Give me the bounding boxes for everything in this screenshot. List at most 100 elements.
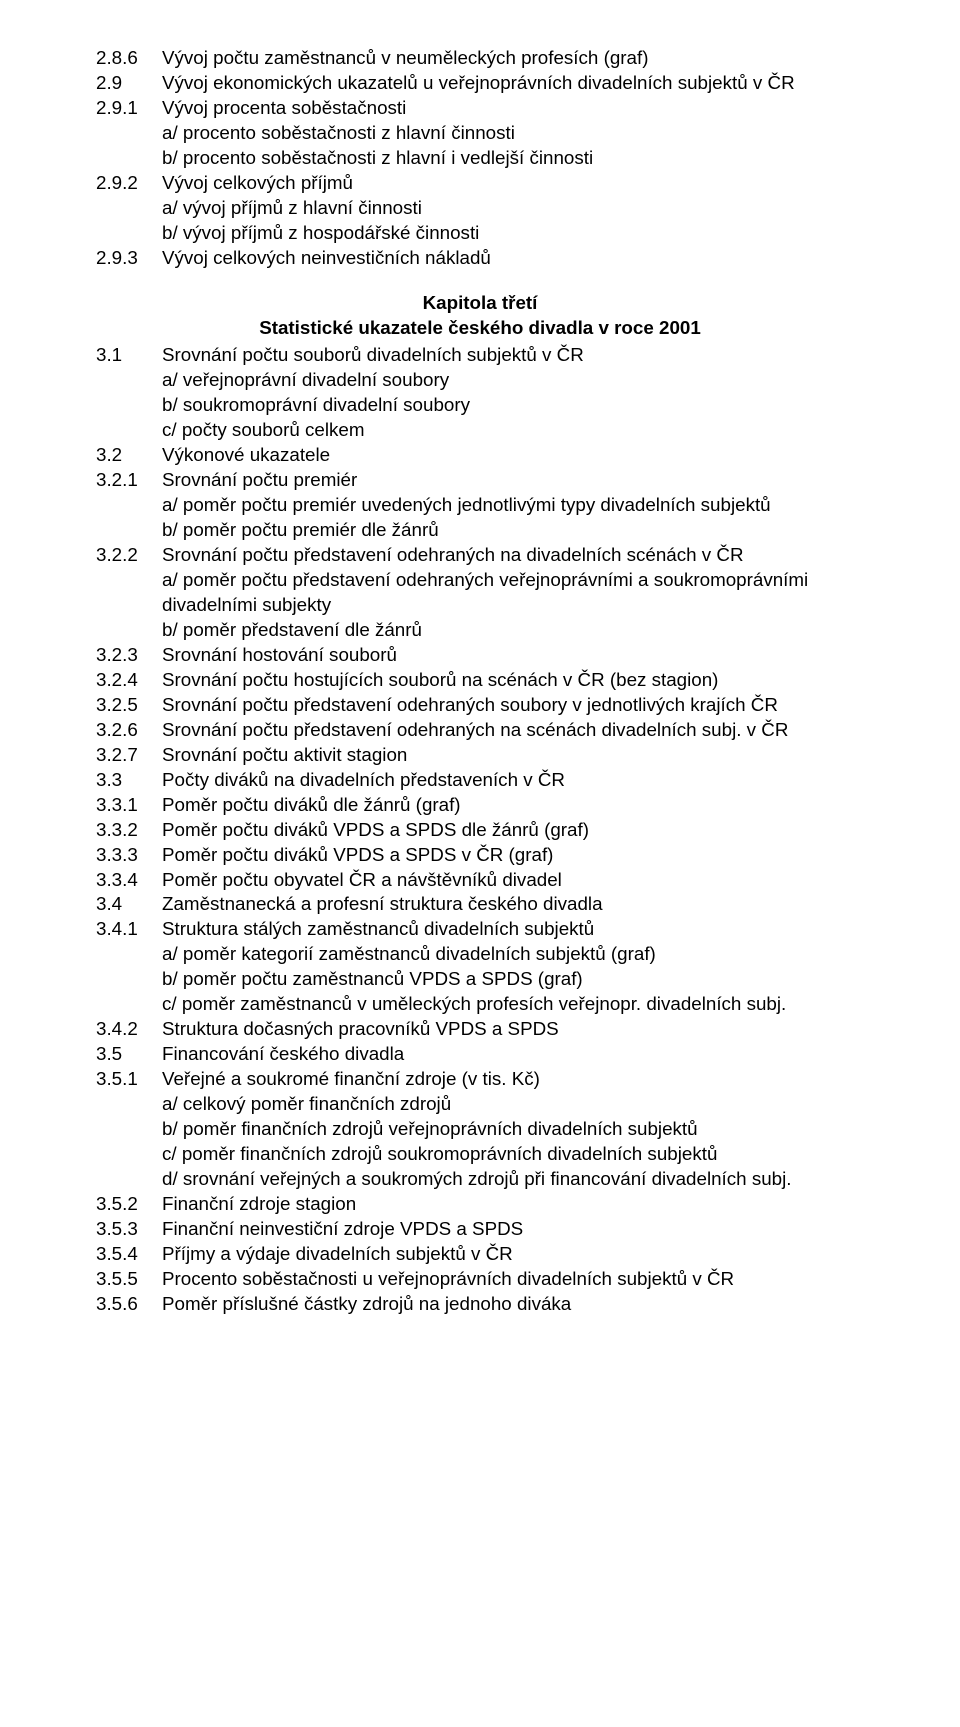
toc-subentry: b/ poměr finančních zdrojů veřejnoprávní… xyxy=(96,1117,864,1142)
toc-entry-text: Poměr počtu diváků VPDS a SPDS v ČR (gra… xyxy=(162,843,864,868)
toc-entry-number: 2.9.1 xyxy=(96,96,162,121)
toc-entry-text: Vývoj počtu zaměstnanců v neuměleckých p… xyxy=(162,46,864,71)
toc-subentry: a/ veřejnoprávní divadelní soubory xyxy=(96,368,864,393)
toc-entry-number: 3.3.1 xyxy=(96,793,162,818)
toc-entry-number: 3.4 xyxy=(96,892,162,917)
toc-entry-number: 3.3.4 xyxy=(96,868,162,893)
toc-entry: 3.5.6Poměr příslušné částky zdrojů na je… xyxy=(96,1292,864,1317)
toc-entry: 3.2.4Srovnání počtu hostujících souborů … xyxy=(96,668,864,693)
toc-entry: 3.5.3Finanční neinvestiční zdroje VPDS a… xyxy=(96,1217,864,1242)
toc-entry-text: Příjmy a výdaje divadelních subjektů v Č… xyxy=(162,1242,864,1267)
toc-entry-number: 3.5 xyxy=(96,1042,162,1067)
toc-entry: 2.9Vývoj ekonomických ukazatelů u veřejn… xyxy=(96,71,864,96)
toc-entry-text: Srovnání počtu představení odehraných na… xyxy=(162,543,864,568)
toc-entry-text: Poměr počtu diváků dle žánrů (graf) xyxy=(162,793,864,818)
toc-entry-number: 3.3.2 xyxy=(96,818,162,843)
toc-entry: 3.4Zaměstnanecká a profesní struktura če… xyxy=(96,892,864,917)
toc-subentry: a/ poměr kategorií zaměstnanců divadelní… xyxy=(96,942,864,967)
toc-entry-number: 3.2.4 xyxy=(96,668,162,693)
toc-subentry: b/ poměr počtu zaměstnanců VPDS a SPDS (… xyxy=(96,967,864,992)
toc-top-section: 2.8.6Vývoj počtu zaměstnanců v neuměleck… xyxy=(96,46,864,271)
toc-entry: 3.4.1Struktura stálých zaměstnanců divad… xyxy=(96,917,864,942)
toc-entry-number: 3.5.3 xyxy=(96,1217,162,1242)
toc-entry-text: Vývoj ekonomických ukazatelů u veřejnopr… xyxy=(162,71,864,96)
toc-entry-number: 3.5.5 xyxy=(96,1267,162,1292)
toc-entry-text: Srovnání počtu souborů divadelních subje… xyxy=(162,343,864,368)
toc-entry: 3.2.3Srovnání hostování souborů xyxy=(96,643,864,668)
toc-subentry: b/ poměr představení dle žánrů xyxy=(96,618,864,643)
toc-subentry: b/ soukromoprávní divadelní soubory xyxy=(96,393,864,418)
toc-entry-number: 3.2.7 xyxy=(96,743,162,768)
toc-entry-text: Struktura dočasných pracovníků VPDS a SP… xyxy=(162,1017,864,1042)
toc-subentry: c/ počty souborů celkem xyxy=(96,418,864,443)
toc-entry-number: 3.2.5 xyxy=(96,693,162,718)
toc-entry: 2.8.6Vývoj počtu zaměstnanců v neuměleck… xyxy=(96,46,864,71)
toc-entry: 3.5Financování českého divadla xyxy=(96,1042,864,1067)
toc-entry: 3.1Srovnání počtu souborů divadelních su… xyxy=(96,343,864,368)
toc-entry: 3.3.4Poměr počtu obyvatel ČR a návštěvní… xyxy=(96,868,864,893)
toc-subentry: d/ srovnání veřejných a soukromých zdroj… xyxy=(96,1167,864,1192)
toc-bottom-section: 3.1Srovnání počtu souborů divadelních su… xyxy=(96,343,864,1317)
toc-entry: 3.2.6Srovnání počtu představení odehraný… xyxy=(96,718,864,743)
toc-entry: 3.5.2Finanční zdroje stagion xyxy=(96,1192,864,1217)
toc-entry-text: Financování českého divadla xyxy=(162,1042,864,1067)
toc-entry: 3.5.5Procento soběstačnosti u veřejnoprá… xyxy=(96,1267,864,1292)
toc-entry-number: 2.9 xyxy=(96,71,162,96)
toc-entry: 3.4.2Struktura dočasných pracovníků VPDS… xyxy=(96,1017,864,1042)
toc-entry-text: Srovnání počtu představení odehraných so… xyxy=(162,693,864,718)
toc-entry-text: Procento soběstačnosti u veřejnoprávních… xyxy=(162,1267,864,1292)
page: 2.8.6Vývoj počtu zaměstnanců v neuměleck… xyxy=(0,0,960,1727)
toc-entry-number: 3.4.2 xyxy=(96,1017,162,1042)
toc-entry: 2.9.2Vývoj celkových příjmů xyxy=(96,171,864,196)
toc-entry: 3.3Počty diváků na divadelních představe… xyxy=(96,768,864,793)
toc-entry: 3.2.7Srovnání počtu aktivit stagion xyxy=(96,743,864,768)
toc-entry-text: Finanční neinvestiční zdroje VPDS a SPDS xyxy=(162,1217,864,1242)
toc-entry-number: 2.8.6 xyxy=(96,46,162,71)
toc-subentry: a/ poměr počtu představení odehraných ve… xyxy=(96,568,864,618)
toc-subentry: c/ poměr zaměstnanců v uměleckých profes… xyxy=(96,992,864,1017)
toc-entry-number: 3.2.2 xyxy=(96,543,162,568)
toc-entry-number: 2.9.2 xyxy=(96,171,162,196)
toc-entry: 3.3.2Poměr počtu diváků VPDS a SPDS dle … xyxy=(96,818,864,843)
toc-entry-text: Zaměstnanecká a profesní struktura české… xyxy=(162,892,864,917)
toc-entry-text: Vývoj celkových neinvestičních nákladů xyxy=(162,246,864,271)
toc-entry-number: 3.5.6 xyxy=(96,1292,162,1317)
toc-subentry: b/ vývoj příjmů z hospodářské činnosti xyxy=(96,221,864,246)
toc-entry-text: Struktura stálých zaměstnanců divadelníc… xyxy=(162,917,864,942)
toc-entry-number: 2.9.3 xyxy=(96,246,162,271)
toc-entry-number: 3.1 xyxy=(96,343,162,368)
toc-entry-text: Srovnání počtu představení odehraných na… xyxy=(162,718,864,743)
toc-entry: 2.9.3Vývoj celkových neinvestičních nákl… xyxy=(96,246,864,271)
toc-entry-text: Počty diváků na divadelních představeníc… xyxy=(162,768,864,793)
toc-entry: 3.5.4Příjmy a výdaje divadelních subjekt… xyxy=(96,1242,864,1267)
toc-entry: 3.2.1Srovnání počtu premiér xyxy=(96,468,864,493)
toc-entry-number: 3.3 xyxy=(96,768,162,793)
toc-entry: 3.5.1Veřejné a soukromé finanční zdroje … xyxy=(96,1067,864,1092)
toc-entry: 2.9.1Vývoj procenta soběstačnosti xyxy=(96,96,864,121)
chapter-title: Kapitola třetí xyxy=(96,291,864,316)
toc-subentry: a/ vývoj příjmů z hlavní činnosti xyxy=(96,196,864,221)
toc-entry: 3.2.5Srovnání počtu představení odehraný… xyxy=(96,693,864,718)
toc-entry-number: 3.2 xyxy=(96,443,162,468)
toc-entry: 3.2.2Srovnání počtu představení odehraný… xyxy=(96,543,864,568)
toc-entry-text: Veřejné a soukromé finanční zdroje (v ti… xyxy=(162,1067,864,1092)
toc-subentry: b/ procento soběstačnosti z hlavní i ved… xyxy=(96,146,864,171)
toc-entry-number: 3.4.1 xyxy=(96,917,162,942)
toc-entry-text: Výkonové ukazatele xyxy=(162,443,864,468)
toc-entry-text: Poměr počtu diváků VPDS a SPDS dle žánrů… xyxy=(162,818,864,843)
toc-entry-number: 3.3.3 xyxy=(96,843,162,868)
toc-entry-number: 3.5.4 xyxy=(96,1242,162,1267)
toc-entry-text: Vývoj procenta soběstačnosti xyxy=(162,96,864,121)
toc-entry-text: Vývoj celkových příjmů xyxy=(162,171,864,196)
toc-subentry: a/ celkový poměr finančních zdrojů xyxy=(96,1092,864,1117)
toc-entry-text: Srovnání počtu hostujících souborů na sc… xyxy=(162,668,864,693)
toc-subentry: a/ poměr počtu premiér uvedených jednotl… xyxy=(96,493,864,518)
toc-entry-number: 3.5.1 xyxy=(96,1067,162,1092)
toc-entry-text: Poměr příslušné částky zdrojů na jednoho… xyxy=(162,1292,864,1317)
chapter-subtitle: Statistické ukazatele českého divadla v … xyxy=(96,316,864,341)
toc-subentry: b/ poměr počtu premiér dle žánrů xyxy=(96,518,864,543)
toc-entry: 3.2Výkonové ukazatele xyxy=(96,443,864,468)
toc-entry-number: 3.2.3 xyxy=(96,643,162,668)
toc-entry-text: Finanční zdroje stagion xyxy=(162,1192,864,1217)
toc-entry-text: Srovnání počtu aktivit stagion xyxy=(162,743,864,768)
